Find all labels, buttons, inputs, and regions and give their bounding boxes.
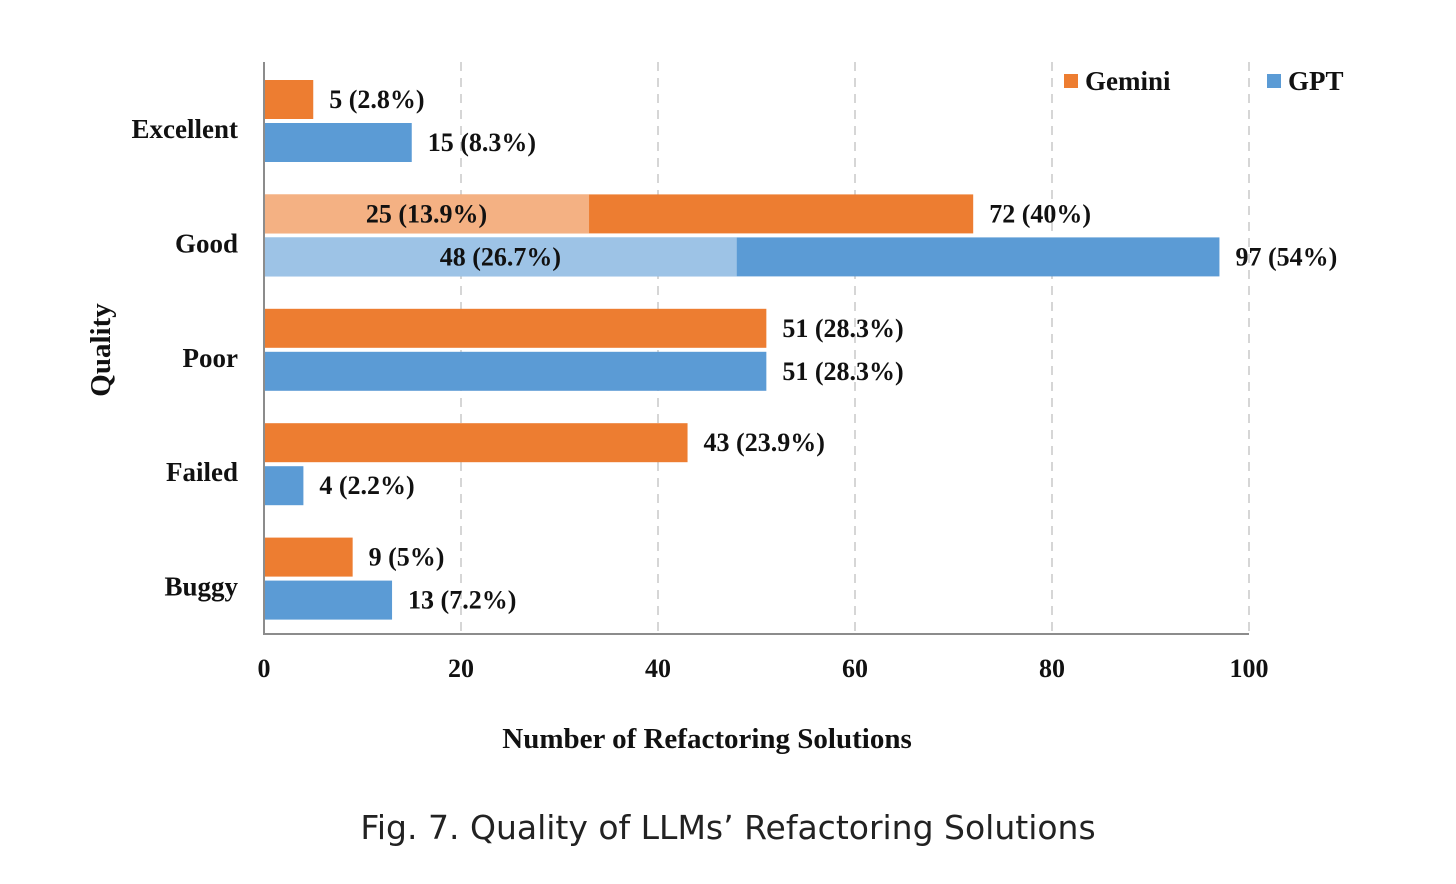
bar-gemini-buggy — [264, 537, 353, 577]
bars — [264, 80, 1220, 620]
bar-gpt-buggy — [264, 580, 393, 620]
legend: Gemini GPT — [1064, 66, 1344, 96]
bar-gemini-poor — [264, 308, 767, 348]
bar-segment-gemini-good — [264, 194, 590, 234]
category-label-good: Good — [175, 228, 238, 258]
data-label-gpt-failed: 4 (2.2%) — [319, 471, 414, 500]
x-tick-label-80: 80 — [1039, 654, 1065, 683]
legend-label-gemini: Gemini — [1085, 66, 1171, 96]
category-label-poor: Poor — [183, 343, 238, 373]
x-tick-label-100: 100 — [1230, 654, 1269, 683]
bar-gpt-excellent — [264, 123, 412, 162]
data-label-gpt-excellent: 15 (8.3%) — [428, 128, 536, 157]
data-label-gemini-good: 72 (40%) — [989, 199, 1091, 228]
data-label-gemini-buggy: 9 (5%) — [369, 543, 445, 572]
figure-caption: Fig. 7. Quality of LLMs’ Refactoring Sol… — [360, 808, 1096, 847]
data-label-gemini-failed: 43 (23.9%) — [704, 428, 825, 457]
quality-bar-chart: 0 20 40 60 80 100 Excellent Good Poor Failed Buggy… — [85, 62, 1344, 755]
legend-swatch-gpt — [1267, 74, 1281, 88]
legend-label-gpt: GPT — [1288, 66, 1344, 96]
bar-segment-gpt-good — [264, 237, 737, 277]
segment-label-gemini-good: 25 (13.9%) — [366, 199, 487, 228]
data-label-gpt-buggy: 13 (7.2%) — [408, 586, 516, 615]
bar-gemini-excellent — [264, 80, 314, 119]
category-label-buggy: Buggy — [164, 572, 238, 602]
x-axis-title: Number of Refactoring Solutions — [502, 723, 911, 755]
bar-gemini-failed — [264, 423, 688, 463]
y-axis-title: Quality — [85, 303, 117, 397]
data-label-gpt-good: 97 (54%) — [1235, 242, 1337, 271]
x-tick-label-0: 0 — [258, 654, 271, 683]
data-label-gemini-poor: 51 (28.3%) — [782, 314, 903, 343]
segment-label-gpt-good: 48 (26.7%) — [440, 242, 561, 271]
data-label-gpt-poor: 51 (28.3%) — [782, 357, 903, 386]
legend-swatch-gemini — [1064, 74, 1078, 88]
gridlines — [460, 62, 1250, 634]
data-labels: 5 (2.8%) 25 (13.9%) 72 (40%) 51 (28.3%) 43 (… — [319, 85, 1337, 615]
category-label-excellent: Excellent — [132, 114, 238, 144]
data-label-gemini-excellent: 5 (2.8%) — [329, 85, 424, 114]
x-tick-label-20: 20 — [448, 654, 474, 683]
x-tick-label-60: 60 — [842, 654, 868, 683]
axes: 0 20 40 60 80 100 Excellent Good Poor Failed Buggy — [132, 62, 1269, 683]
x-tick-label-40: 40 — [645, 654, 671, 683]
bar-gpt-poor — [264, 351, 767, 391]
bar-gpt-failed — [264, 466, 304, 506]
category-label-failed: Failed — [166, 457, 238, 487]
